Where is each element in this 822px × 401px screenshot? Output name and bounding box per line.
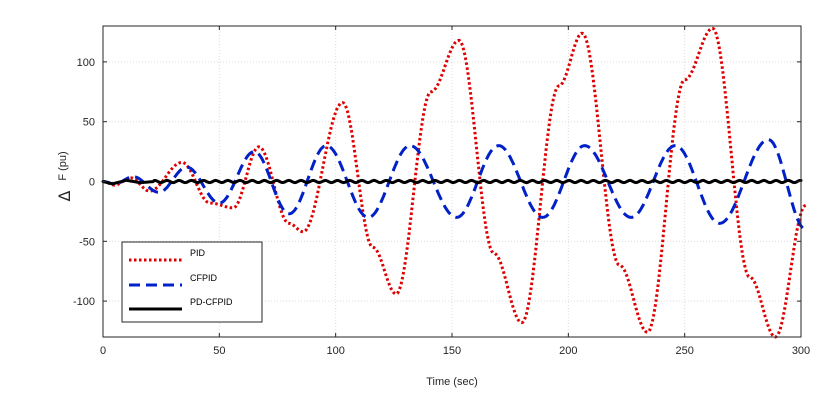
x-tick-label: 200 [559, 345, 577, 357]
legend-entry-label: PD-CFPID [190, 297, 233, 307]
legend-entry-label: CFPID [190, 273, 218, 283]
y-axis-label-text: F (pu) [57, 151, 69, 180]
legend-entry-label: PID [190, 248, 206, 258]
series-line-pid [102, 26, 807, 339]
series-line-cfpid [102, 138, 806, 231]
x-axis-label: Time (sec) [426, 376, 478, 388]
legend: PID CFPID PD-CFPID [121, 241, 263, 323]
series-lines [101, 26, 807, 339]
y-tick-label: 100 [77, 57, 95, 69]
y-tick-label: 50 [83, 117, 95, 129]
x-tick-label: 0 [100, 345, 106, 357]
y-tick-label: -100 [73, 296, 95, 308]
y-tick-label: 0 [89, 177, 95, 189]
x-tick-label: 250 [675, 345, 693, 357]
y-axis-label: Δ F (pu) [55, 151, 74, 201]
tick-labels: 0 50 100 150 200 250 300 -100 -50 0 50 100 [73, 26, 810, 357]
y-axis-label-symbol: Δ [55, 190, 74, 201]
x-tick-label: 100 [326, 345, 344, 357]
x-tick-label: 50 [213, 345, 225, 357]
x-tick-label: 300 [792, 345, 810, 357]
y-tick-label: -50 [79, 236, 95, 248]
x-tick-label: 150 [443, 345, 461, 357]
series-line-pd-cfpid [101, 178, 803, 186]
